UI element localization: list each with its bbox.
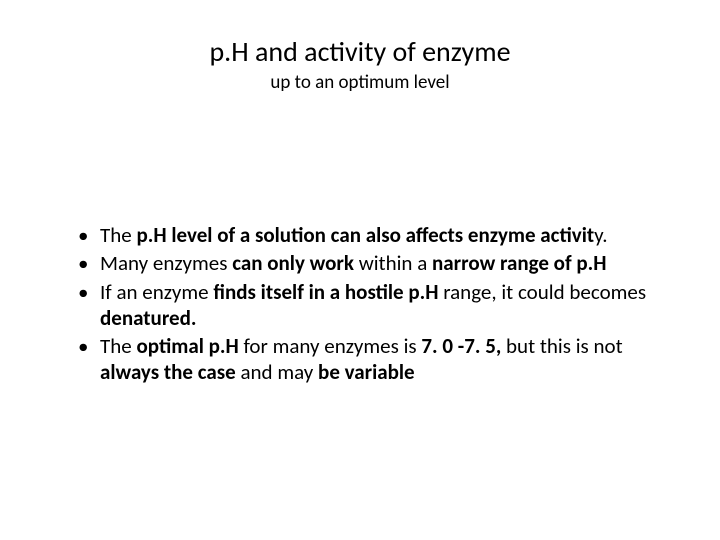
list-item: If an enzyme finds itself in a hostile p…: [78, 279, 670, 332]
slide-subtitle: up to an optimum level: [50, 71, 670, 94]
slide-title: p.H and activity of enzyme: [50, 34, 670, 69]
text: The: [100, 222, 136, 248]
list-item: Many enzymes can only work within a narr…: [78, 250, 670, 276]
text-bold: 7. 0 -7. 5,: [421, 333, 506, 359]
text: The: [100, 333, 136, 359]
text: within a: [359, 250, 432, 276]
text: y.: [594, 222, 607, 248]
text: and may: [240, 359, 318, 385]
slide: p.H and activity of enzyme up to an opti…: [0, 0, 720, 540]
text-bold: p.H level of a solution can also affects…: [136, 222, 594, 248]
list-item: The p.H level of a solution can also aff…: [78, 222, 670, 248]
text: If an enzyme: [100, 279, 213, 305]
text: for many enzymes is: [243, 333, 421, 359]
text-bold: finds itself in a hostile p.H: [213, 279, 443, 305]
text: Many enzymes: [100, 250, 227, 276]
list-item: The optimal p.H for many enzymes is 7. 0…: [78, 333, 670, 386]
text-bold: can only work: [227, 250, 358, 276]
text-bold: denatured.: [100, 305, 197, 331]
text: but this is not: [506, 333, 623, 359]
text: range, it could becomes: [443, 279, 646, 305]
text-bold: always the case: [100, 359, 240, 385]
text-bold: narrow range of p.H: [432, 250, 606, 276]
text-bold: optimal p.H: [136, 333, 243, 359]
bullet-list: The p.H level of a solution can also aff…: [50, 222, 670, 386]
text-bold: be variable: [318, 359, 415, 385]
